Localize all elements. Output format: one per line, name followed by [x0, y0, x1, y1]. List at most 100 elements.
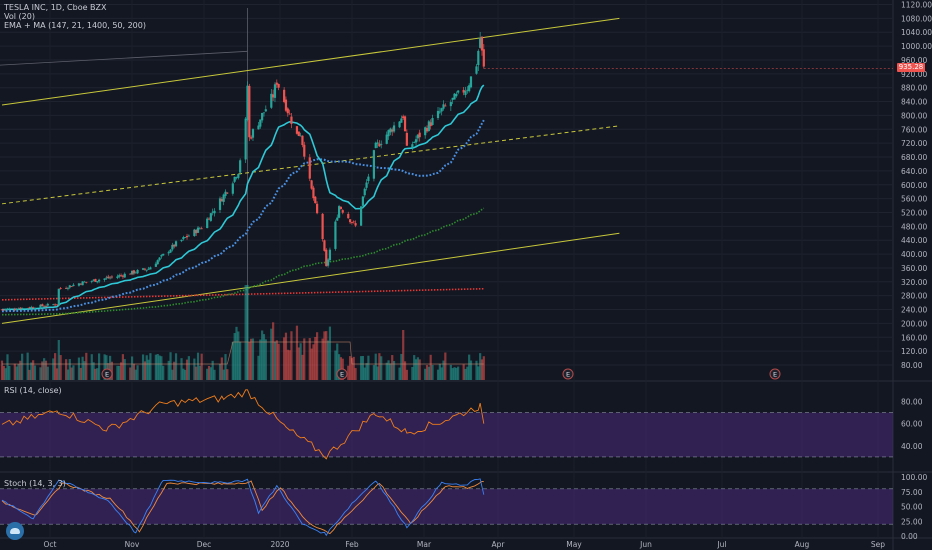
volume-bar: [220, 357, 223, 380]
candle-body: [184, 237, 187, 238]
earnings-marker-label: E: [105, 371, 109, 379]
volume-bar: [97, 353, 101, 380]
candle-body: [387, 130, 390, 137]
candle-body: [96, 281, 99, 283]
volume-bar: [209, 367, 212, 380]
candle-body: [286, 108, 289, 114]
price-tick-label: 560.00: [901, 195, 927, 204]
volume-bar: [185, 359, 189, 380]
volume-bar: [233, 333, 236, 380]
volume-bar: [264, 339, 267, 380]
volume-bar: [385, 362, 388, 380]
tradingview-logo-icon[interactable]: [6, 522, 24, 540]
volume-bar: [147, 359, 150, 380]
candle-body: [425, 128, 429, 132]
volume-bar: [68, 359, 71, 380]
price-tick-label: 400.00: [901, 250, 927, 259]
candle-body: [290, 116, 293, 124]
price-tick-label: 1040.00: [901, 28, 932, 37]
volume-bar: [4, 368, 7, 380]
volume-bar: [372, 365, 375, 380]
volume-legend[interactable]: Vol (20): [4, 12, 35, 21]
candle-body: [0, 309, 4, 311]
earnings-marker-label: E: [340, 371, 344, 379]
volume-bar: [26, 352, 29, 380]
volume-bar: [398, 367, 401, 380]
volume-bar: [2, 365, 5, 380]
candle-body: [316, 203, 319, 214]
volume-bar: [134, 369, 137, 380]
candle-body: [361, 196, 365, 206]
candle-body: [400, 118, 403, 123]
volume-bar: [237, 331, 240, 380]
candle-body: [26, 307, 29, 309]
volume-bar: [211, 360, 214, 380]
volume-bar: [303, 338, 306, 380]
stoch-tick-label: 0.00: [901, 532, 918, 541]
volume-bar: [167, 360, 170, 380]
candle-body: [431, 118, 434, 125]
earnings-marker-icon: [769, 368, 781, 380]
rsi-line: [1, 389, 485, 460]
volume-bar: [284, 332, 288, 380]
price-tick-label: 880.00: [901, 84, 927, 93]
volume-bar: [226, 369, 229, 380]
candle-body: [193, 229, 196, 237]
candle-body: [438, 111, 441, 113]
volume-bar: [352, 356, 355, 380]
volume-bar: [405, 369, 408, 380]
volume-bar: [431, 364, 434, 380]
volume-bar: [308, 338, 311, 380]
candle-body: [198, 228, 201, 230]
candle-body: [187, 235, 190, 237]
volume-bar: [414, 359, 418, 380]
candle-body: [8, 308, 11, 310]
candle-body: [2, 309, 5, 311]
candle-body: [277, 84, 280, 88]
candle-body: [444, 105, 447, 107]
candle-body: [272, 94, 275, 98]
candle-body: [312, 187, 315, 199]
candle-body: [239, 160, 242, 173]
volume-bar: [83, 361, 86, 380]
volume-bar: [400, 353, 403, 380]
candle-body: [354, 223, 357, 226]
volume-bar: [119, 362, 123, 380]
volume-bar: [173, 361, 176, 380]
volume-bar: [429, 354, 432, 380]
candle-body: [224, 191, 227, 196]
candle-body: [28, 307, 31, 309]
candle-body: [207, 218, 211, 220]
volume-bar: [259, 339, 262, 380]
indicator-legend[interactable]: EMA + MA (147, 21, 1400, 50, 200): [4, 21, 146, 30]
candle-body: [39, 304, 42, 309]
volume-bar: [262, 334, 266, 380]
volume-bar: [453, 367, 456, 380]
volume-bar: [299, 343, 302, 380]
candle-body: [68, 285, 71, 288]
volume-bar: [96, 368, 99, 380]
ema21-line: [1, 84, 485, 311]
candle-body: [174, 241, 178, 247]
candle-body: [200, 228, 203, 230]
candle-body: [171, 244, 174, 250]
stoch-label[interactable]: Stoch (14, 3, 3): [4, 479, 66, 488]
price-tick-label: 760.00: [901, 125, 927, 134]
candle-body: [363, 188, 366, 196]
rsi-label[interactable]: RSI (14, close): [4, 386, 62, 395]
volume-bar: [314, 336, 317, 380]
candle-body: [418, 132, 421, 138]
candle-body: [347, 213, 350, 219]
candle-body: [297, 131, 300, 137]
candle-body: [413, 142, 416, 143]
volume-bar: [81, 356, 84, 380]
candle-body: [32, 307, 35, 309]
volume-bar: [427, 366, 430, 380]
volume-bar: [272, 322, 275, 380]
symbol-title[interactable]: TESLA INC, 1D, Cboe BZX: [4, 3, 107, 12]
candle-body: [110, 276, 114, 278]
volume-bar: [70, 367, 73, 380]
